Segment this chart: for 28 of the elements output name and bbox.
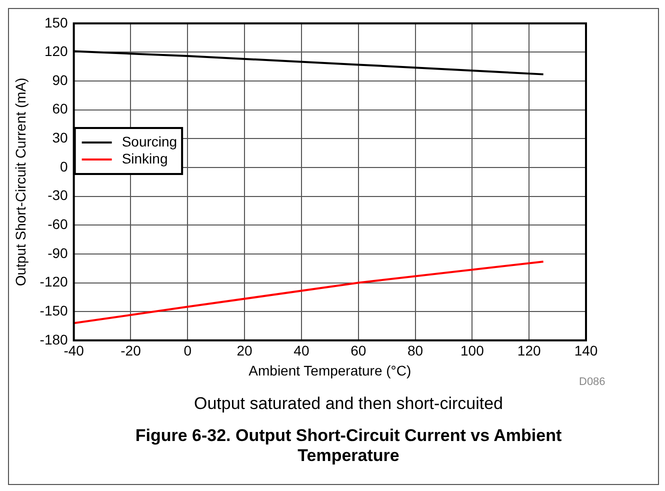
y-tick-label: -150	[40, 302, 68, 318]
x-tick-label: 100	[460, 342, 484, 359]
y-tick-label: -90	[48, 244, 68, 261]
legend-label: Sourcing	[122, 133, 178, 150]
y-tick-label: 30	[52, 130, 68, 146]
x-tick-label: 20	[236, 342, 253, 359]
x-tick-label: 80	[407, 342, 424, 359]
y-tick-label: 90	[52, 72, 68, 88]
legend-label: Sinking	[122, 150, 168, 166]
y-tick-label: 150	[44, 14, 68, 30]
y-axis-title: Output Short-Circuit Current (mA)	[12, 78, 28, 286]
y-tick-label: 60	[52, 100, 68, 117]
x-tick-label: 120	[517, 342, 541, 359]
x-tick-label: 40	[294, 342, 310, 359]
y-tick-label: -120	[40, 274, 68, 290]
y-tick-label: 0	[60, 158, 68, 174]
x-tick-label: 0	[184, 342, 192, 359]
x-tick-label: 60	[350, 342, 366, 359]
x-axis-title: Ambient Temperature (°C)	[248, 362, 412, 378]
text: Output saturated and then short-circuited	[192, 394, 504, 414]
y-tick-label: -60	[48, 216, 68, 232]
y-tick-label: -180	[40, 331, 68, 348]
y-tick-label: -30	[48, 187, 68, 204]
text: Figure 6-32. Output Short-Circuit Current vs Ambient Temperature	[134, 426, 563, 466]
x-tick-label: 140	[574, 342, 598, 359]
text: D086	[579, 376, 606, 388]
x-tick-label: -20	[120, 342, 142, 359]
y-tick-label: 120	[44, 43, 68, 60]
